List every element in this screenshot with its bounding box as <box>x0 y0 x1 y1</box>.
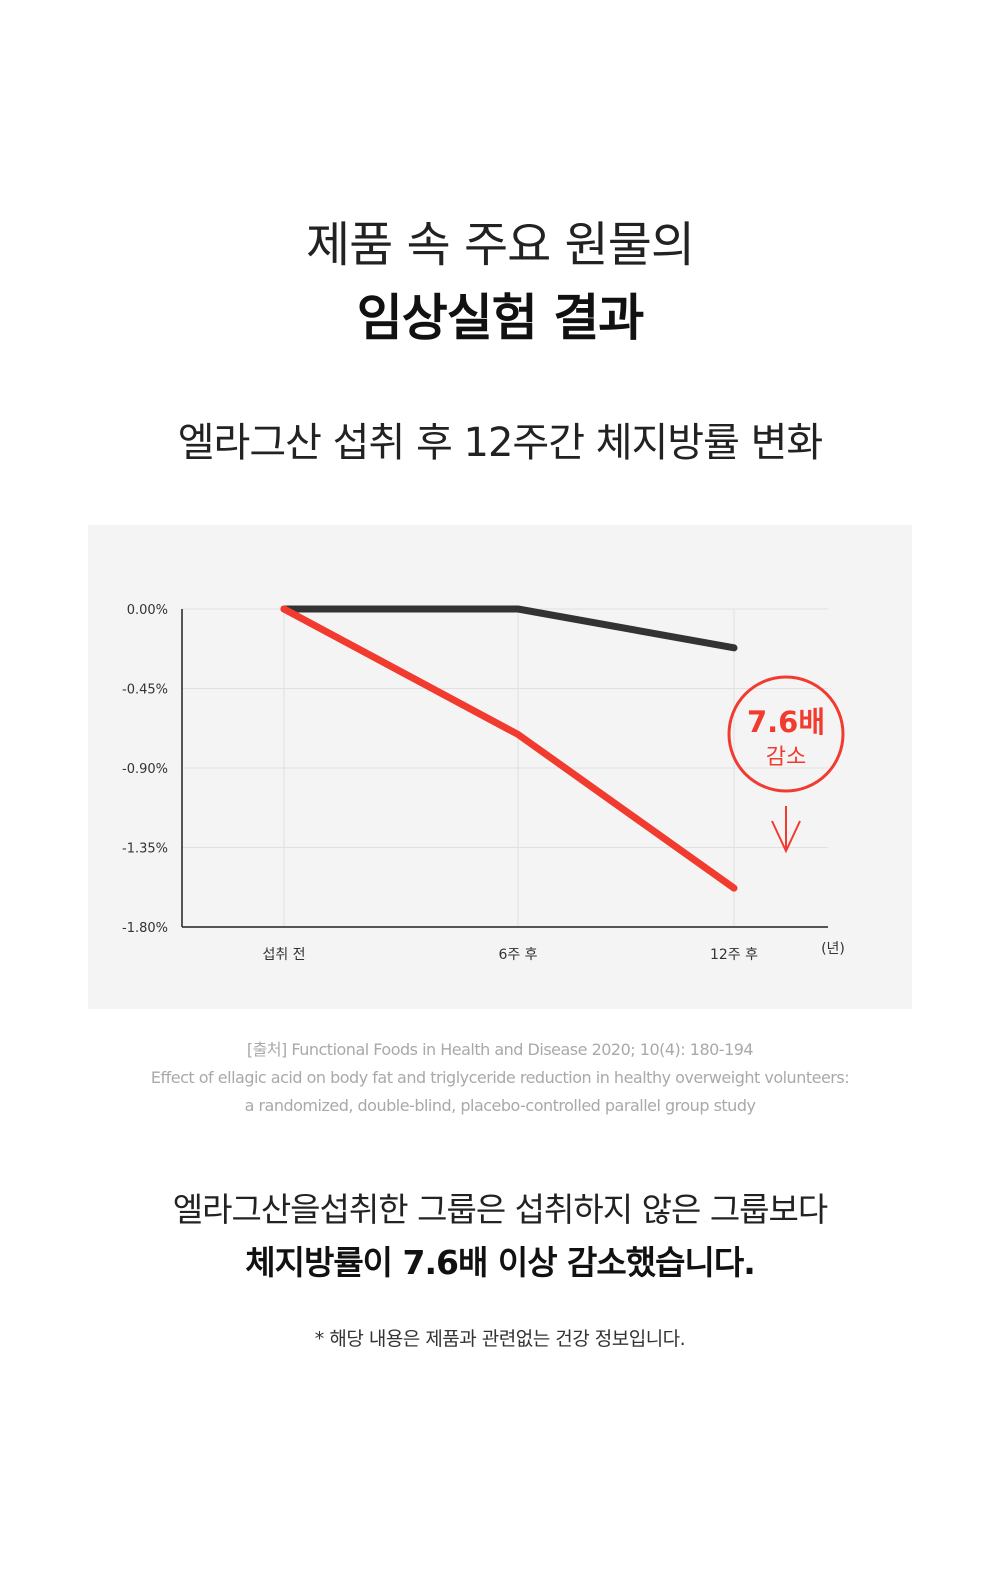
disclaimer-note: * 해당 내용은 제품과 관련없는 건강 정보입니다. <box>314 1328 686 1350</box>
source-line-2: Effect of ellagic acid on body fat and t… <box>150 1068 850 1087</box>
series-line-ellagic-acid <box>280 605 738 892</box>
conclusion-line-1: 엘라그산을섭취한 그룹은 섭취하지 않은 그룹보다 <box>172 1190 829 1229</box>
chart-subtitle: 엘라그산 섭취 후 12주간 체지방률 변화 <box>177 420 823 466</box>
down-arrow-icon <box>771 806 801 854</box>
source-line-3: a randomized, double-blind, placebo-cont… <box>244 1096 756 1115</box>
y-tick-label: -1.35% <box>122 842 168 857</box>
title-line-2: 임상실험 결과 <box>356 289 644 347</box>
grid-layer <box>182 608 828 927</box>
source-line-1: [출처] Functional Foods in Health and Dise… <box>246 1040 754 1059</box>
y-tick-label: -0.90% <box>122 762 168 777</box>
line-chart: 0.00% -0.45% -0.90% -1.35% -1.80% 섭취 전 6주 후 12주… <box>122 603 845 963</box>
source-citation: [출처] Functional Foods in Health and Dise… <box>0 1036 1000 1120</box>
annotation-layer: 7.6배 감소 <box>727 675 845 854</box>
annotation-circle <box>727 675 845 793</box>
x-axis-label: (년) <box>821 941 845 957</box>
chart-panel: 0.00% -0.45% -0.90% -1.35% -1.80% 섭취 전 6주 후 12주… <box>88 525 912 1009</box>
x-tick-label: 6주 후 <box>498 947 537 963</box>
axis-layer: 0.00% -0.45% -0.90% -1.35% -1.80% 섭취 전 6주 후 12주… <box>122 603 845 963</box>
y-tick-label: -0.45% <box>122 683 168 698</box>
y-tick-label: 0.00% <box>127 603 168 618</box>
conclusion-line-2: 체지방률이 7.6배 이상 감소했습니다. <box>245 1243 756 1282</box>
x-tick-label: 12주 후 <box>710 947 758 963</box>
annotation-value: 7.6배 <box>747 705 825 739</box>
annotation-label: 감소 <box>766 745 806 770</box>
series-line-control <box>280 605 738 652</box>
series-layer <box>280 605 738 892</box>
x-tick-label: 섭취 전 <box>262 947 305 963</box>
title-line-1: 제품 속 주요 원물의 <box>305 217 695 273</box>
y-tick-label: -1.80% <box>122 921 168 936</box>
